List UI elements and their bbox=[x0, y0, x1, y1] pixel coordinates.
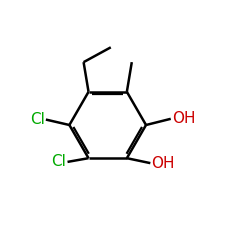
Text: Cl: Cl bbox=[30, 112, 45, 127]
Text: OH: OH bbox=[152, 156, 175, 171]
Text: OH: OH bbox=[172, 111, 196, 126]
Text: Cl: Cl bbox=[52, 154, 66, 170]
